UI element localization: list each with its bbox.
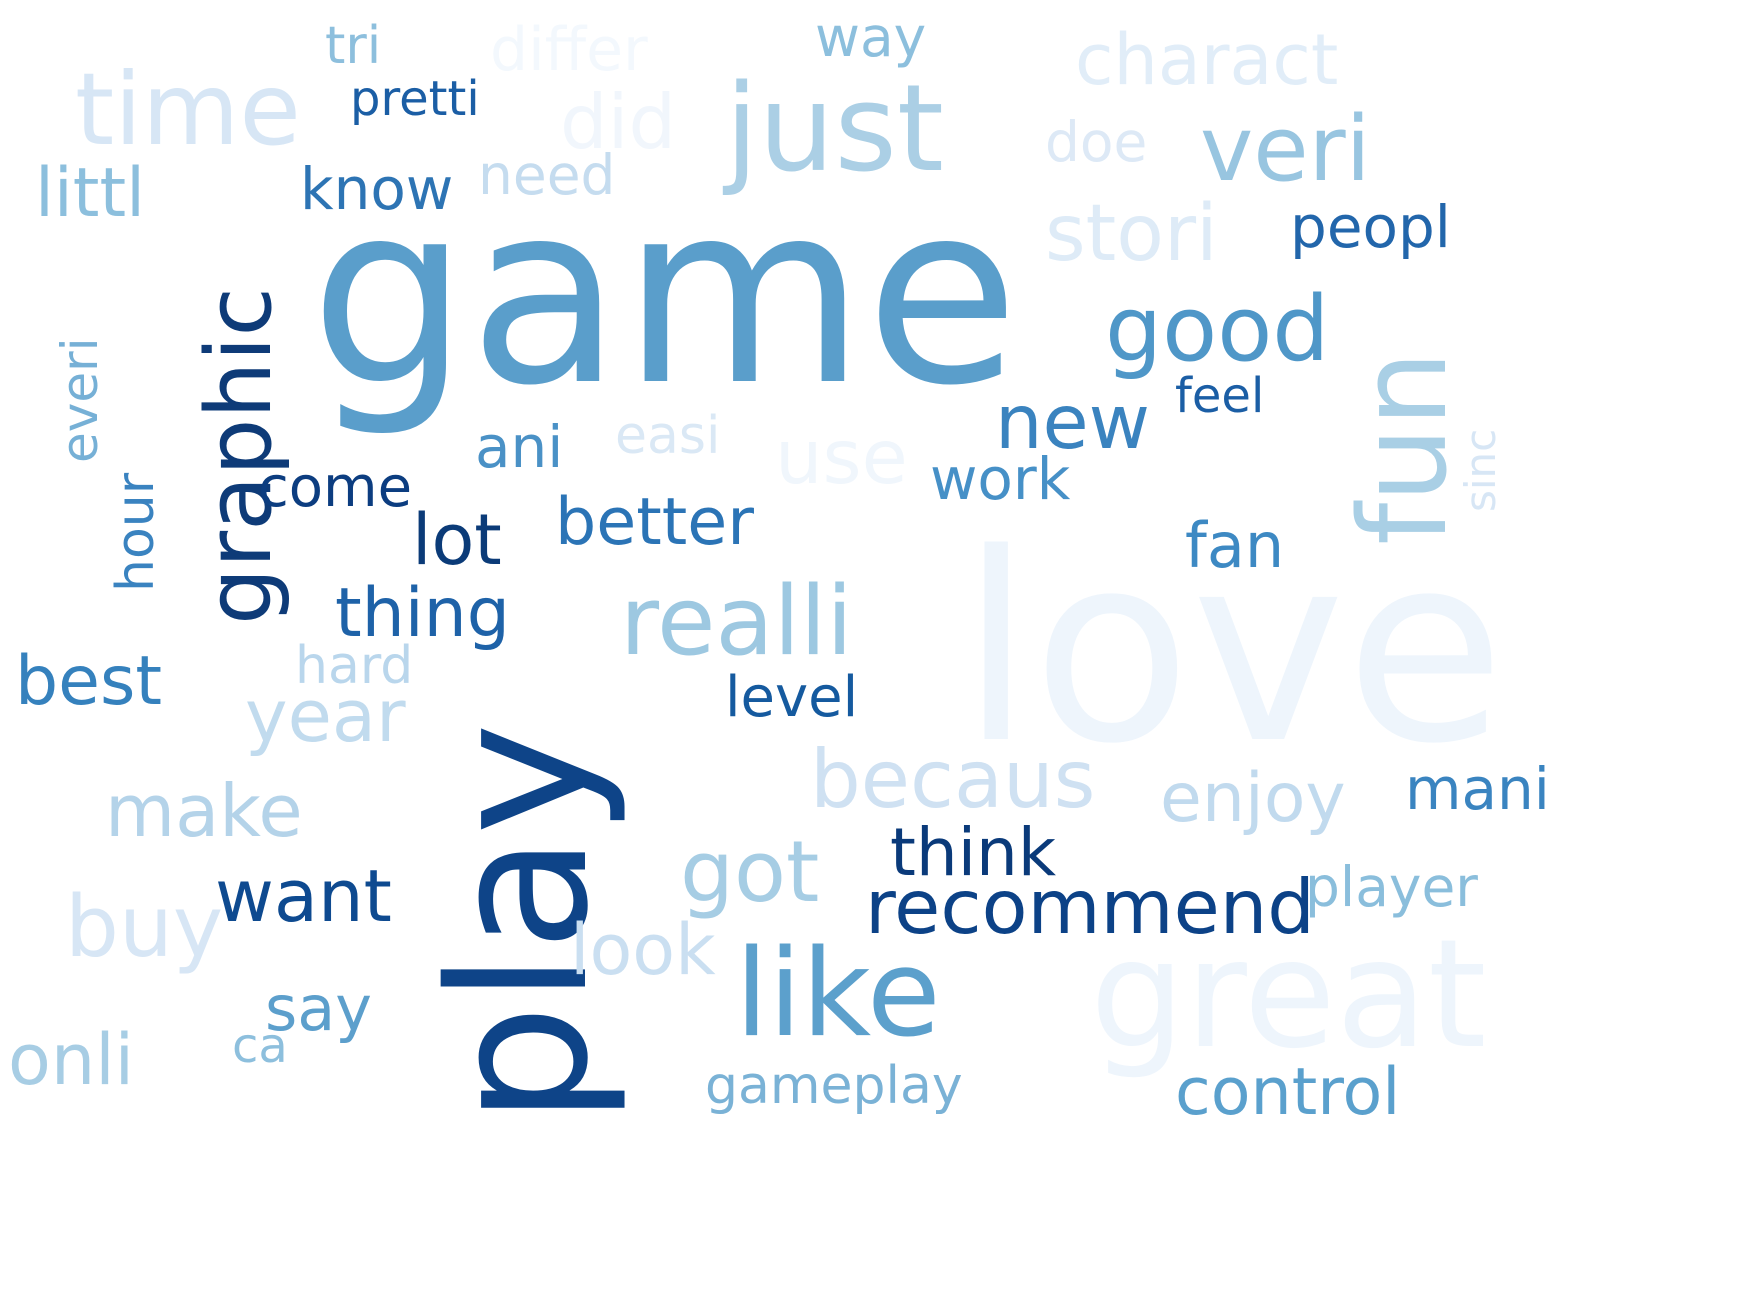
word-say: say [265, 972, 372, 1045]
word-new: new [995, 378, 1151, 466]
word-come: come [258, 455, 413, 520]
word-thing: thing [335, 574, 510, 653]
word-time: time [75, 51, 301, 168]
word-best: best [15, 642, 163, 721]
word-fan: fan [1185, 509, 1285, 582]
word-mani: mani [1405, 755, 1550, 823]
word-got: got [680, 823, 820, 922]
word-veri: veri [1200, 97, 1371, 202]
word-way: way [815, 5, 927, 69]
word-hard: hard [295, 636, 414, 696]
word-recommend: recommend [865, 863, 1315, 951]
word-pretti: pretti [350, 71, 480, 127]
word-like: like [735, 925, 941, 1064]
word-ani: ani [475, 413, 564, 481]
word-year: year [245, 674, 406, 758]
word-fun: fun [1335, 350, 1474, 545]
word-work: work [930, 445, 1071, 513]
word-look: look [570, 909, 716, 991]
word-littl: littl [35, 154, 146, 233]
word-know: know [300, 155, 454, 223]
word-good: good [1105, 277, 1330, 382]
word-buy: buy [65, 878, 224, 977]
word-feel: feel [1175, 368, 1265, 424]
word-tri: tri [325, 16, 382, 76]
word-stori: stori [1045, 189, 1218, 279]
word-game: game [310, 149, 1020, 440]
word-better: better [555, 485, 754, 560]
word-charact: charact [1075, 19, 1339, 101]
word-think: think [890, 814, 1057, 891]
word-doe: doe [1045, 110, 1148, 174]
word-differ: differ [490, 15, 648, 85]
word-gameplay: gameplay [705, 1056, 963, 1116]
word-control: control [1175, 1055, 1401, 1130]
word-love: love [960, 499, 1506, 801]
word-make: make [105, 769, 303, 853]
word-sinc: sinc [1456, 428, 1505, 512]
word-just: just [725, 60, 944, 199]
word-onli: onli [8, 1019, 135, 1101]
word-need: need [478, 143, 616, 207]
word-level: level [725, 665, 859, 730]
word-want: want [215, 854, 392, 938]
word-ca: ca [232, 1018, 288, 1074]
word-enjoy: enjoy [1160, 759, 1346, 838]
word-use: use [775, 413, 908, 501]
word-hour: hour [106, 472, 166, 592]
word-great: great [1090, 908, 1487, 1082]
word-player: player [1305, 855, 1478, 919]
word-realli: realli [620, 567, 853, 677]
word-peopl: peopl [1290, 193, 1451, 261]
word-did: did [560, 78, 677, 166]
word-everi: everi [51, 337, 109, 463]
word-lot: lot [412, 499, 502, 581]
word-becaus: becaus [810, 733, 1096, 826]
word-easi: easi [615, 406, 721, 466]
